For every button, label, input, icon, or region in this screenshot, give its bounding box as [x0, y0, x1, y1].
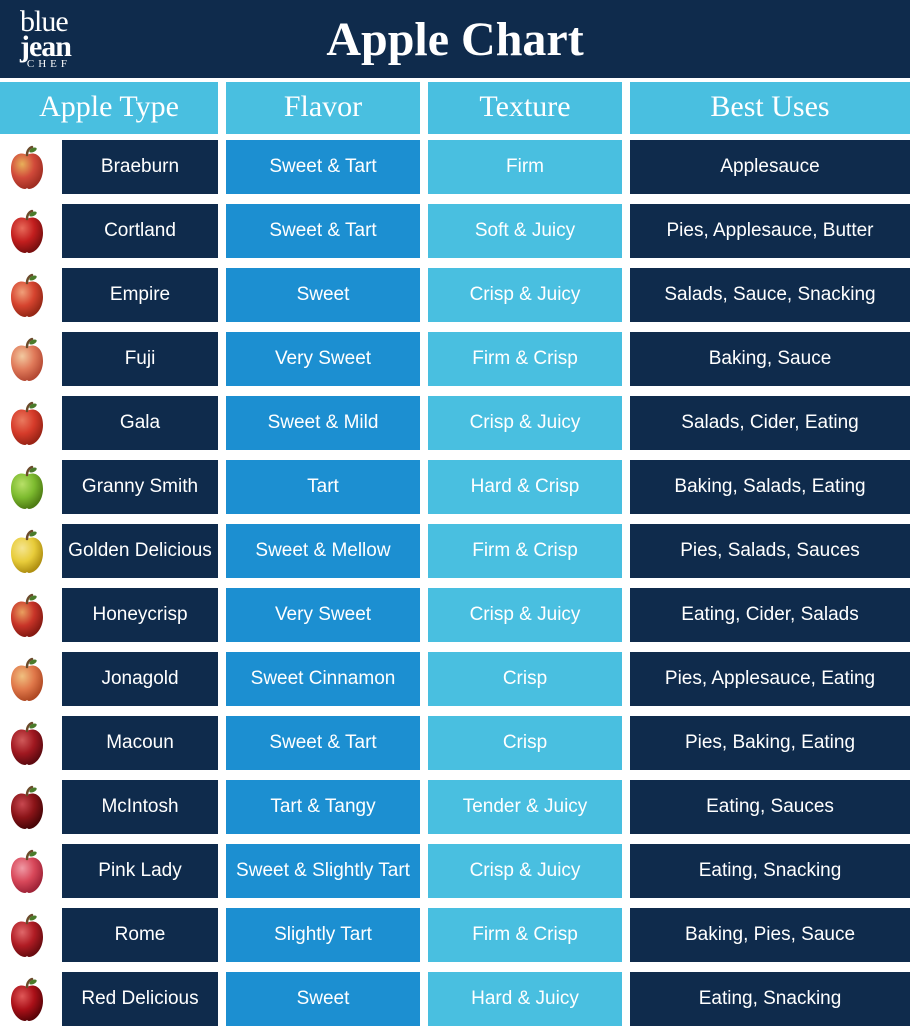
apple-name: Gala	[62, 396, 218, 450]
apple-flavor: Very Sweet	[226, 588, 420, 642]
apple-uses: Salads, Sauce, Snacking	[630, 268, 910, 322]
apple-texture: Hard & Crisp	[428, 460, 622, 514]
apple-name: Honeycrisp	[62, 588, 218, 642]
table-row: McIntoshTart & TangyTender & JuicyEating…	[0, 780, 910, 834]
apple-flavor: Sweet & Tart	[226, 716, 420, 770]
apple-icon	[0, 204, 54, 258]
table-row: EmpireSweetCrisp & JuicySalads, Sauce, S…	[0, 268, 910, 322]
apple-texture: Crisp & Juicy	[428, 588, 622, 642]
header-bar: blue jean CHEF Apple Chart	[0, 0, 910, 78]
apple-icon	[0, 588, 54, 642]
apple-texture: Crisp	[428, 652, 622, 706]
table-row: Golden DeliciousSweet & MellowFirm & Cri…	[0, 524, 910, 578]
apple-texture: Crisp	[428, 716, 622, 770]
apple-name: Golden Delicious	[62, 524, 218, 578]
apple-flavor: Sweet	[226, 268, 420, 322]
apple-uses: Salads, Cider, Eating	[630, 396, 910, 450]
table-row: HoneycrispVery SweetCrisp & JuicyEating,…	[0, 588, 910, 642]
apple-name: Red Delicious	[62, 972, 218, 1026]
apple-texture: Crisp & Juicy	[428, 396, 622, 450]
apple-texture: Crisp & Juicy	[428, 844, 622, 898]
table-row: JonagoldSweet CinnamonCrispPies, Applesa…	[0, 652, 910, 706]
brand-line3: CHEF	[20, 60, 71, 69]
column-header-uses: Best Uses	[630, 82, 910, 134]
apple-name: Empire	[62, 268, 218, 322]
apple-icon	[0, 268, 54, 322]
apple-flavor: Slightly Tart	[226, 908, 420, 962]
apple-uses: Applesauce	[630, 140, 910, 194]
apple-uses: Eating, Snacking	[630, 844, 910, 898]
apple-flavor: Very Sweet	[226, 332, 420, 386]
column-header-type: Apple Type	[0, 82, 218, 134]
apple-icon	[0, 332, 54, 386]
apple-icon	[0, 972, 54, 1026]
table-row: MacounSweet & TartCrispPies, Baking, Eat…	[0, 716, 910, 770]
apple-name: Pink Lady	[62, 844, 218, 898]
table-row: CortlandSweet & TartSoft & JuicyPies, Ap…	[0, 204, 910, 258]
apple-uses: Pies, Baking, Eating	[630, 716, 910, 770]
table-row: RomeSlightly TartFirm & CrispBaking, Pie…	[0, 908, 910, 962]
apple-flavor: Sweet Cinnamon	[226, 652, 420, 706]
table-row: BraeburnSweet & TartFirmApplesauce	[0, 140, 910, 194]
apple-icon	[0, 460, 54, 514]
apple-flavor: Sweet & Mellow	[226, 524, 420, 578]
apple-name: Granny Smith	[62, 460, 218, 514]
apple-texture: Firm & Crisp	[428, 908, 622, 962]
apple-icon	[0, 716, 54, 770]
apple-icon	[0, 844, 54, 898]
apple-name: Macoun	[62, 716, 218, 770]
apple-uses: Pies, Applesauce, Eating	[630, 652, 910, 706]
brand-line2: jean	[20, 34, 71, 60]
apple-icon	[0, 780, 54, 834]
apple-flavor: Tart	[226, 460, 420, 514]
apple-uses: Eating, Snacking	[630, 972, 910, 1026]
table-rows: BraeburnSweet & TartFirmApplesauce Cortl…	[0, 134, 910, 1026]
apple-flavor: Sweet & Slightly Tart	[226, 844, 420, 898]
apple-texture: Tender & Juicy	[428, 780, 622, 834]
apple-uses: Baking, Salads, Eating	[630, 460, 910, 514]
table-row: Pink LadySweet & Slightly TartCrisp & Ju…	[0, 844, 910, 898]
chart-title: Apple Chart	[326, 12, 583, 67]
apple-texture: Crisp & Juicy	[428, 268, 622, 322]
apple-uses: Eating, Sauces	[630, 780, 910, 834]
apple-icon	[0, 140, 54, 194]
column-headers: Apple Type Flavor Texture Best Uses	[0, 82, 910, 134]
column-header-flavor: Flavor	[226, 82, 420, 134]
apple-flavor: Tart & Tangy	[226, 780, 420, 834]
apple-icon	[0, 396, 54, 450]
apple-name: Rome	[62, 908, 218, 962]
apple-flavor: Sweet & Tart	[226, 140, 420, 194]
apple-texture: Firm	[428, 140, 622, 194]
apple-icon	[0, 524, 54, 578]
apple-name: Fuji	[62, 332, 218, 386]
apple-uses: Baking, Pies, Sauce	[630, 908, 910, 962]
apple-flavor: Sweet & Mild	[226, 396, 420, 450]
apple-texture: Hard & Juicy	[428, 972, 622, 1026]
table-row: FujiVery SweetFirm & CrispBaking, Sauce	[0, 332, 910, 386]
apple-flavor: Sweet & Tart	[226, 204, 420, 258]
apple-name: Jonagold	[62, 652, 218, 706]
apple-texture: Soft & Juicy	[428, 204, 622, 258]
apple-name: Braeburn	[62, 140, 218, 194]
table-row: Red DeliciousSweetHard & JuicyEating, Sn…	[0, 972, 910, 1026]
apple-icon	[0, 652, 54, 706]
apple-icon	[0, 908, 54, 962]
apple-uses: Eating, Cider, Salads	[630, 588, 910, 642]
apple-texture: Firm & Crisp	[428, 524, 622, 578]
apple-uses: Pies, Salads, Sauces	[630, 524, 910, 578]
apple-texture: Firm & Crisp	[428, 332, 622, 386]
column-header-texture: Texture	[428, 82, 622, 134]
apple-name: Cortland	[62, 204, 218, 258]
apple-uses: Baking, Sauce	[630, 332, 910, 386]
table-row: GalaSweet & MildCrisp & JuicySalads, Cid…	[0, 396, 910, 450]
apple-name: McIntosh	[62, 780, 218, 834]
table-row: Granny SmithTartHard & CrispBaking, Sala…	[0, 460, 910, 514]
apple-flavor: Sweet	[226, 972, 420, 1026]
apple-uses: Pies, Applesauce, Butter	[630, 204, 910, 258]
brand-logo: blue jean CHEF	[20, 9, 71, 69]
